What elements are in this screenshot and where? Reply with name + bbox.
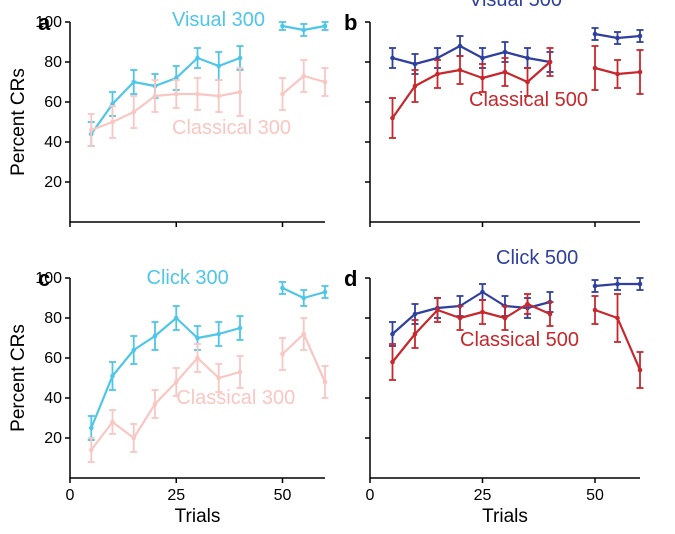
series-label-classical300: Classical 300 [172, 117, 291, 139]
xtick-label: 50 [274, 487, 292, 504]
ytick-label: 40 [44, 134, 62, 151]
ylabel: Percent CRs [8, 68, 29, 176]
series-label-classical500: Classical 500 [460, 329, 579, 351]
xtick-label: 25 [474, 487, 492, 504]
xtick-label: 0 [66, 487, 75, 504]
series-label-visual300: Visual 300 [172, 9, 265, 31]
xtick-label: 25 [167, 487, 185, 504]
panel-a: 20406080100Percent CRsVisual 300Classica… [8, 9, 329, 227]
series-visual500 [389, 28, 644, 74]
panel-letter-c: c [38, 266, 50, 291]
figure-svg: 20406080100Percent CRsVisual 300Classica… [0, 0, 675, 529]
ytick-label: 20 [44, 174, 62, 191]
axis-frame [70, 278, 325, 478]
series-label-visual500: Visual 500 [469, 0, 562, 11]
ytick-label: 60 [44, 350, 62, 367]
xlabel: Trials [482, 506, 528, 527]
series-label-classical300: Classical 300 [176, 387, 295, 409]
ylabel: Percent CRs [8, 324, 29, 432]
series-label-classical500: Classical 500 [469, 89, 588, 111]
panel-letter-a: a [38, 10, 51, 35]
series-label-click300: Click 300 [147, 267, 229, 289]
xtick-label: 0 [366, 487, 375, 504]
xtick-label: 50 [586, 487, 604, 504]
panel-b: Visual 500 Classical 500 [365, 0, 644, 227]
series-label-click500: Click 500 [496, 247, 578, 269]
ytick-label: 80 [44, 54, 62, 71]
ytick-label: 80 [44, 310, 62, 327]
figure: 20406080100Percent CRsVisual 300Classica… [0, 0, 675, 529]
panel-letter-b: b [344, 10, 357, 35]
ytick-label: 60 [44, 94, 62, 111]
ytick-label: 20 [44, 430, 62, 447]
series-click300 [88, 282, 329, 440]
ytick-label: 40 [44, 390, 62, 407]
panel-d: 0 25 50 Trials Click 500 Classical 500 [365, 247, 644, 527]
panel-letter-d: d [344, 266, 357, 291]
panel-c: 2040608010002550Percent CRsTrialsClick 3… [8, 267, 329, 527]
xlabel: Trials [175, 506, 221, 527]
